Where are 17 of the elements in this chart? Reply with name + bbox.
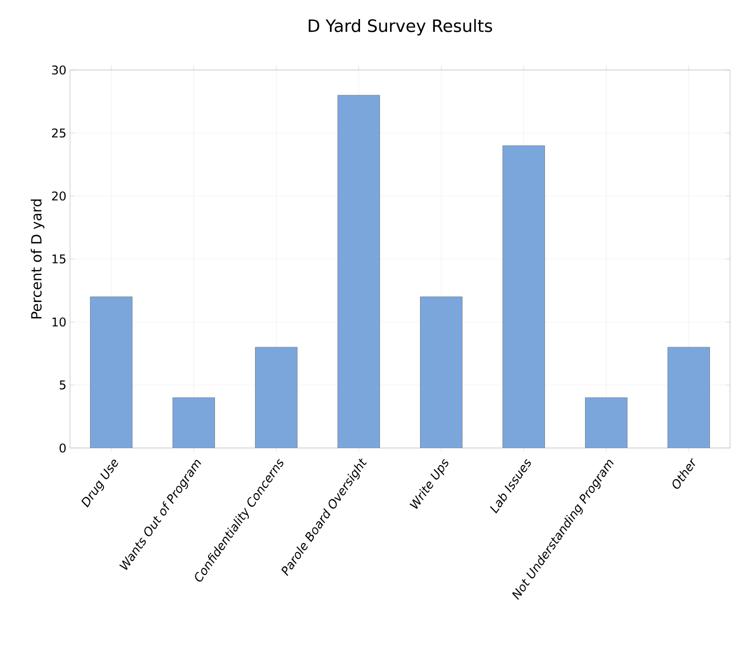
y-axis-title: Percent of D yard: [30, 199, 44, 318]
bar: [172, 397, 215, 448]
bar: [502, 145, 545, 448]
bar: [255, 346, 298, 448]
chart-title: D Yard Survey Results: [308, 19, 492, 36]
y-tick-label: 30: [52, 65, 66, 75]
y-tick-label: 25: [52, 128, 66, 138]
y-tick-label: 20: [52, 191, 66, 201]
bar: [338, 94, 380, 448]
y-tick-label: 0: [60, 443, 66, 453]
y-tick-label: 10: [52, 317, 66, 327]
bar: [90, 296, 132, 448]
bar: [420, 296, 462, 448]
bar: [585, 397, 628, 448]
y-tick-label: 5: [60, 380, 66, 390]
bar: [668, 346, 710, 448]
y-tick-label: 15: [52, 254, 66, 264]
